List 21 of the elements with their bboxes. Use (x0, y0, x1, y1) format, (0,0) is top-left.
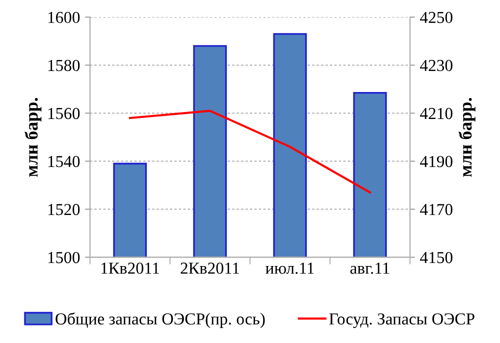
line-series (128, 110, 372, 194)
legend-label: Госуд. Запасы ОЭСР (329, 313, 474, 328)
y-axis-title: млн барр. (24, 98, 42, 177)
x-tick-label: 1Кв2011 (101, 262, 160, 274)
y-tick-label: 1580 (48, 60, 80, 72)
y-tick-label: 1500 (48, 252, 80, 264)
y-tick-label: 1600 (48, 12, 80, 24)
y2-tick-label: 4150 (420, 252, 452, 264)
y2-axis-title: млн барр. (458, 98, 476, 177)
y2-tick-label: 4210 (420, 108, 452, 120)
legend-label: Общие запасы ОЭСР(пр. ось) (56, 312, 265, 328)
y2-tick-label: 4170 (420, 204, 452, 216)
y-tick-label: 1540 (48, 156, 80, 168)
y-tick-label: 1560 (48, 108, 80, 120)
y-tick-label: 1520 (48, 204, 80, 216)
x-tick-label: июл.11 (266, 262, 314, 274)
y2-tick-label: 4230 (420, 60, 452, 72)
y2-tick-label: 4190 (420, 156, 452, 168)
x-tick-label: авг.11 (350, 262, 390, 274)
x-tick-label: 2Кв2011 (180, 262, 240, 274)
y2-tick-label: 4250 (420, 12, 452, 24)
